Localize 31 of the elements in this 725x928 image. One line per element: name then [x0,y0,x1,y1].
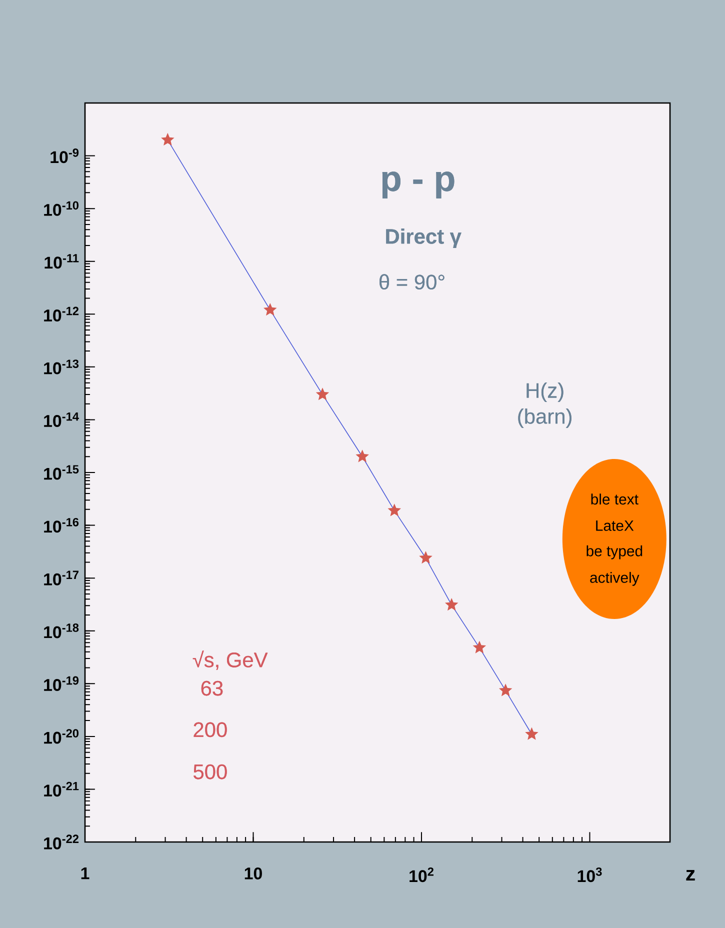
x-axis-title: z [686,870,695,881]
y-axis-title: H(z) (barn) [518,382,572,428]
annotation: 200 [194,722,227,738]
y-tick-label: 10$^{-10}$ [44,201,79,216]
annotation: 500 [194,764,227,780]
y-tick-label: 10$^{-15}$ [44,465,79,480]
y-tick-label: 10$^{-20}$ [44,729,79,744]
x-tick-label: 10$^{2}$ [410,867,434,882]
y-tick-label: 10$^{-11}$ [44,254,79,269]
annotation: actively [590,572,640,586]
y-tick-label: 10$^{-21}$ [44,782,79,797]
y-tick-label: 10$^{-16}$ [44,518,79,533]
x-tick-label: 10 [244,867,262,880]
annotation: √s, GeV [192,650,268,670]
y-tick-label: 10$^{-13}$ [44,360,79,374]
x-tick-label: 1 [81,867,90,880]
y-tick-label: 10$^{-9}$ [50,148,79,164]
annotation: LateX [596,520,634,531]
text: Direct γ [386,228,462,248]
text: p - p [382,172,454,198]
annotation: 63 [201,680,223,696]
y-tick-label: 10$^{-12}$ [44,306,79,322]
x-tick-label: 10$^{3}$ [578,867,602,882]
y-tick-label: 10$^{-22}$ [44,834,79,850]
annotation: be typed [586,545,642,560]
y-tick-label: 10$^{-14}$ [44,412,79,428]
annotation: θ = 90° [380,274,444,290]
y-tick-label: 10$^{-17}$ [44,570,78,586]
y-tick-label: 10$^{-18}$ [44,624,79,638]
y-tick-label: 10$^{-19}$ [44,676,79,692]
annotation: ble text [591,494,638,505]
